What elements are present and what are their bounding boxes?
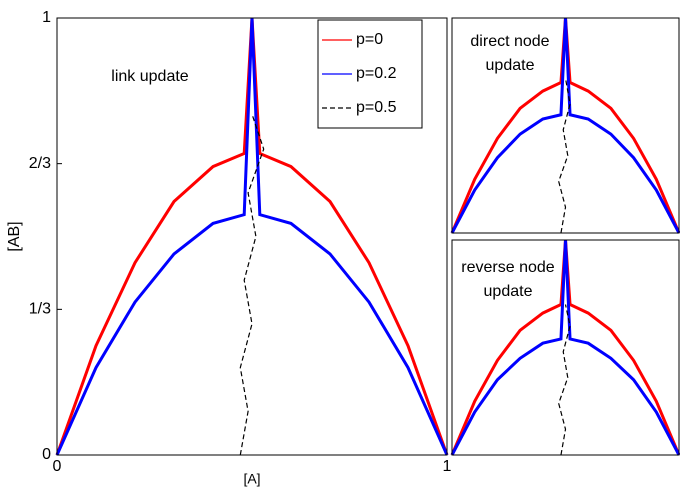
annotation: direct node — [470, 33, 549, 50]
series-line — [558, 304, 571, 456]
plot-area — [452, 240, 679, 455]
x-tick-label: 1 — [443, 458, 452, 475]
plot-area — [452, 18, 679, 233]
y-tick-label: 1 — [42, 9, 51, 26]
series-line — [558, 78, 571, 234]
y-tick-label: 0 — [42, 446, 51, 463]
y-tick-label: 2/3 — [29, 155, 51, 172]
axes-frame — [451, 17, 680, 234]
x-tick-label: 0 — [53, 458, 62, 475]
axes-frame — [56, 17, 448, 456]
y-tick-label: 1/3 — [29, 301, 51, 318]
legend-label: p=0 — [356, 31, 383, 48]
legend-label: p=0.2 — [356, 65, 397, 82]
y-axis-label: [AB] — [6, 221, 23, 251]
series-line — [239, 113, 265, 456]
annotation: update — [484, 283, 533, 300]
axes-frame — [451, 239, 680, 456]
x-axis-label: [A] — [243, 471, 260, 487]
annotation: update — [486, 57, 535, 74]
annotation: reverse node — [461, 259, 554, 276]
annotation: link update — [111, 68, 188, 85]
legend-label: p=0.5 — [356, 99, 397, 116]
